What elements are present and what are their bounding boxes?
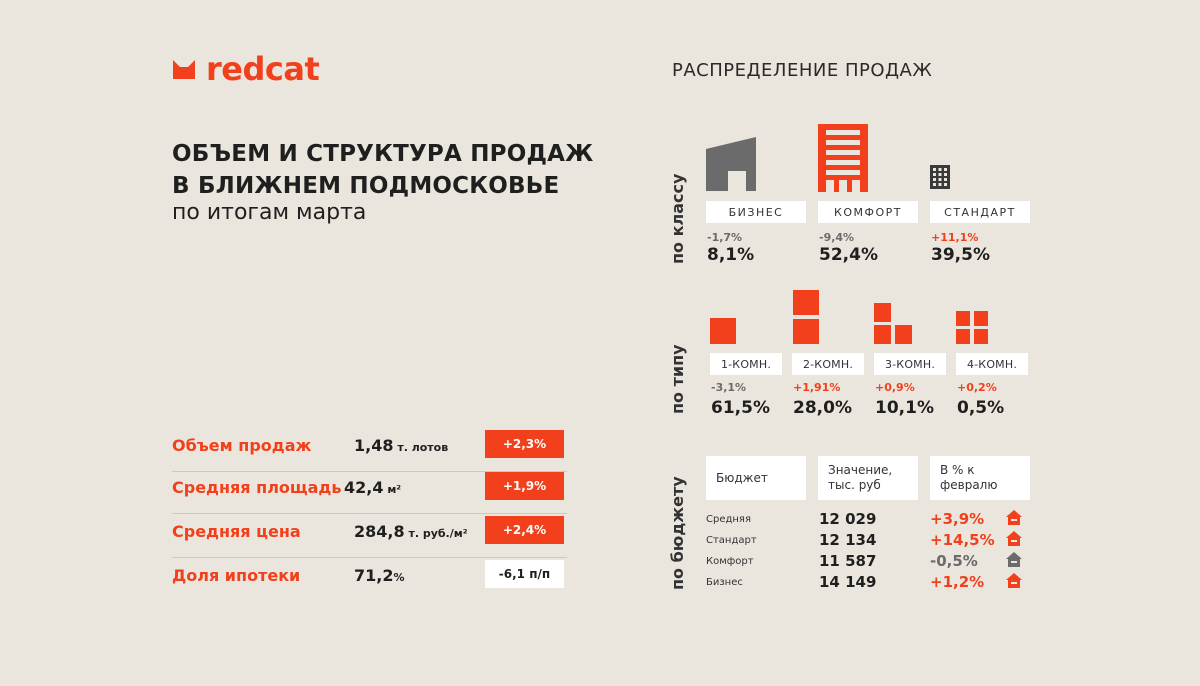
budget-row-name: Стандарт xyxy=(706,535,757,546)
budget-row-pct: +14,5% xyxy=(930,531,995,549)
class-tag-business: БИЗНЕС xyxy=(706,201,806,223)
business-building-icon xyxy=(706,137,756,191)
kpi-row-area: Средняя площадь 42,4 м² +1,9% xyxy=(172,472,567,514)
type-delta: +0,2% xyxy=(957,381,997,394)
budget-row-value: 14 149 xyxy=(819,573,877,591)
type-tag-3: 3-КОМН. xyxy=(874,353,946,375)
kpi-badge: +2,4% xyxy=(485,516,564,544)
class-delta: +11,1% xyxy=(931,231,979,244)
type-share: 61,5% xyxy=(711,398,770,418)
class-delta: -1,7% xyxy=(707,231,743,244)
brand-logo: redcat xyxy=(172,50,320,88)
by-budget-label: по бюджету xyxy=(668,476,687,590)
kpi-badge: +1,9% xyxy=(485,472,564,500)
kpi-badge: -6,1 п/п xyxy=(485,560,564,588)
budget-header-name: Бюджет xyxy=(706,456,806,500)
house-up-icon xyxy=(1006,531,1022,546)
type-delta: +0,9% xyxy=(875,381,915,394)
type-tag-4: 4-КОМН. xyxy=(956,353,1028,375)
kpi-row-volume: Объем продаж 1,48 т. лотов +2,3% xyxy=(172,430,567,472)
page-title: ОБЪЕМ И СТРУКТУРА ПРОДАЖ В БЛИЖНЕМ ПОДМО… xyxy=(172,141,594,199)
by-class-label: по классу xyxy=(668,173,687,264)
kpi-row-price: Средняя цена 284,8 т. руб./м² +2,4% xyxy=(172,516,567,558)
kpi-badge: +2,3% xyxy=(485,430,564,458)
class-share: 8,1% xyxy=(707,245,755,265)
type-delta: -3,1% xyxy=(711,381,747,394)
three-room-icon xyxy=(874,303,912,344)
page-subtitle: по итогам марта xyxy=(172,200,367,225)
type-delta: +1,91% xyxy=(793,381,841,394)
standard-building-icon xyxy=(930,165,950,189)
one-room-icon xyxy=(710,318,736,344)
budget-row-name: Комфорт xyxy=(706,556,754,567)
brand-name: redcat xyxy=(206,50,320,88)
class-share: 52,4% xyxy=(819,245,878,265)
budget-header-value: Значение, тыс. руб xyxy=(818,456,918,500)
budget-row-value: 11 587 xyxy=(819,552,877,570)
type-share: 28,0% xyxy=(793,398,852,418)
type-tag-2: 2-КОМН. xyxy=(792,353,864,375)
class-delta: -9,4% xyxy=(819,231,855,244)
house-down-icon xyxy=(1006,552,1022,567)
kpi-row-mortgage: Доля ипотеки 71,2% -6,1 п/п xyxy=(172,560,567,602)
budget-row-name: Средняя xyxy=(706,514,751,525)
house-up-icon xyxy=(1006,573,1022,588)
type-share: 0,5% xyxy=(957,398,1005,418)
budget-row-pct: -0,5% xyxy=(930,552,978,570)
class-tag-standard: СТАНДАРТ xyxy=(930,201,1030,223)
type-share: 10,1% xyxy=(875,398,934,418)
budget-row-value: 12 134 xyxy=(819,531,877,549)
house-up-icon xyxy=(1006,510,1022,525)
cat-ears-icon xyxy=(173,60,195,79)
type-tag-1: 1-КОМН. xyxy=(710,353,782,375)
class-share: 39,5% xyxy=(931,245,990,265)
budget-header-pct: В % к февралю xyxy=(930,456,1030,500)
budget-row-pct: +3,9% xyxy=(930,510,985,528)
budget-row-name: Бизнес xyxy=(706,577,743,588)
two-room-icon xyxy=(793,290,819,344)
class-tag-comfort: КОМФОРТ xyxy=(818,201,918,223)
budget-row-pct: +1,2% xyxy=(930,573,985,591)
distribution-title: РАСПРЕДЕЛЕНИЕ ПРОДАЖ xyxy=(672,60,933,81)
four-room-icon xyxy=(956,311,988,344)
budget-row-value: 12 029 xyxy=(819,510,877,528)
by-type-label: по типу xyxy=(668,344,687,414)
comfort-building-icon xyxy=(818,124,868,192)
